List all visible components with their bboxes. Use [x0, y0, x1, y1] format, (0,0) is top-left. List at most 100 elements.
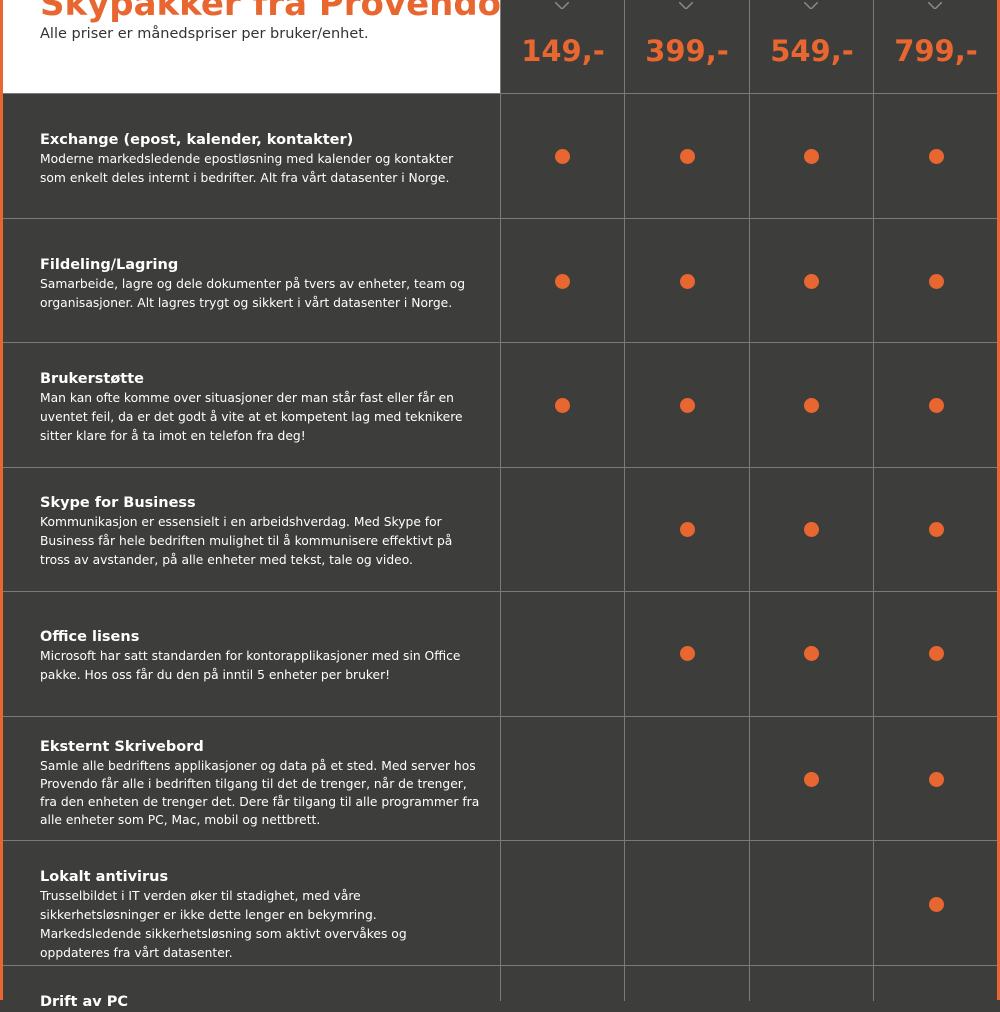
header-panel: Skypakker fra Provendo Alle priser er må… — [3, 0, 502, 93]
column-divider — [749, 592, 750, 716]
notch-icon — [928, 2, 942, 9]
feature-description: Trusselbildet i IT verden øker til stadi… — [40, 889, 407, 960]
column-divider — [749, 717, 750, 841]
column-divider — [873, 343, 874, 467]
feature-description: Kommunikasjon er essensielt i en arbeids… — [40, 515, 453, 567]
included-dot-icon — [929, 398, 944, 413]
included-dot-icon — [555, 398, 570, 413]
column-divider — [873, 841, 874, 965]
column-divider — [624, 343, 625, 467]
column-divider — [500, 468, 501, 592]
included-dot-icon — [804, 522, 819, 537]
included-dot-icon — [929, 897, 944, 912]
feature-text: Office lisens Microsoft har satt standar… — [40, 627, 480, 685]
page-title: Skypakker fra Provendo — [40, 0, 502, 24]
column-divider — [873, 468, 874, 592]
column-divider — [624, 94, 625, 218]
feature-row-skype: Skype for Business Kommunikasjon er esse… — [3, 467, 997, 592]
column-divider — [624, 219, 625, 343]
column-divider — [873, 592, 874, 716]
column-divider — [624, 841, 625, 965]
column-divider — [749, 841, 750, 965]
price-label: 399,- — [645, 34, 729, 68]
price-label: 149,- — [521, 34, 605, 68]
price-label: 799,- — [894, 34, 978, 68]
column-divider — [500, 94, 501, 218]
feature-row-fildeling: Fildeling/Lagring Samarbeide, lagre og d… — [3, 218, 997, 343]
feature-row-skrivebord: Eksternt Skrivebord Samle alle bedriften… — [3, 716, 997, 841]
included-dot-icon — [929, 274, 944, 289]
column-divider — [873, 966, 874, 1001]
column-divider — [749, 468, 750, 592]
column-divider — [749, 219, 750, 343]
column-divider — [624, 717, 625, 841]
column-divider — [624, 966, 625, 1001]
included-dot-icon — [680, 646, 695, 661]
feature-title: Drift av PC — [40, 994, 128, 1010]
column-divider — [500, 841, 501, 965]
included-dot-icon — [680, 398, 695, 413]
included-dot-icon — [555, 274, 570, 289]
feature-row-drift-pc: Drift av PC — [3, 965, 997, 1010]
included-dot-icon — [929, 646, 944, 661]
feature-description: Samarbeide, lagre og dele dokumenter på … — [40, 277, 466, 310]
page-subtitle: Alle priser er månedspriser per bruker/e… — [40, 26, 369, 42]
column-divider — [749, 343, 750, 467]
column-divider — [873, 717, 874, 841]
included-dot-icon — [929, 772, 944, 787]
column-divider — [624, 468, 625, 592]
feature-title: Lokalt antivirus — [40, 869, 169, 885]
feature-text: Eksternt Skrivebord Samle alle bedriften… — [40, 737, 480, 829]
column-divider — [624, 592, 625, 716]
feature-text: Drift av PC — [40, 992, 480, 1012]
feature-title: Brukerstøtte — [40, 371, 144, 387]
feature-text: Skype for Business Kommunikasjon er esse… — [40, 493, 480, 570]
feature-text: Lokalt antivirus Trusselbildet i IT verd… — [40, 867, 480, 963]
price-label: 549,- — [770, 34, 854, 68]
included-dot-icon — [680, 274, 695, 289]
feature-row-antivirus: Lokalt antivirus Trusselbildet i IT verd… — [3, 840, 997, 965]
feature-title: Fildeling/Lagring — [40, 257, 179, 273]
price-column-4: 799,- — [873, 0, 997, 93]
included-dot-icon — [929, 149, 944, 164]
price-column-2: 399,- — [624, 0, 748, 93]
feature-text: Brukerstøtte Man kan ofte komme over sit… — [40, 369, 480, 446]
column-divider — [873, 219, 874, 343]
feature-row-exchange: Exchange (epost, kalender, kontakter) Mo… — [3, 93, 997, 218]
column-divider — [873, 94, 874, 218]
included-dot-icon — [555, 149, 570, 164]
feature-text: Fildeling/Lagring Samarbeide, lagre og d… — [40, 255, 480, 313]
notch-icon — [679, 2, 693, 9]
column-divider — [500, 966, 501, 1001]
column-divider — [749, 94, 750, 218]
included-dot-icon — [804, 398, 819, 413]
column-divider — [749, 966, 750, 1001]
price-column-1: 149,- — [500, 0, 624, 93]
column-divider — [500, 717, 501, 841]
feature-description: Man kan ofte komme over situasjoner der … — [40, 391, 463, 443]
feature-text: Exchange (epost, kalender, kontakter) Mo… — [40, 130, 480, 188]
feature-title: Office lisens — [40, 629, 140, 645]
feature-title: Exchange (epost, kalender, kontakter) — [40, 132, 354, 148]
feature-row-office: Office lisens Microsoft har satt standar… — [3, 591, 997, 716]
column-divider — [500, 343, 501, 467]
included-dot-icon — [680, 522, 695, 537]
included-dot-icon — [804, 274, 819, 289]
notch-icon — [804, 2, 818, 9]
included-dot-icon — [804, 149, 819, 164]
feature-title: Eksternt Skrivebord — [40, 739, 204, 755]
column-divider — [500, 592, 501, 716]
feature-row-brukerstotte: Brukerstøtte Man kan ofte komme over sit… — [3, 342, 997, 467]
feature-title: Skype for Business — [40, 495, 196, 511]
column-divider — [500, 219, 501, 343]
feature-description: Samle alle bedriftens applikasjoner og d… — [40, 759, 480, 827]
notch-icon — [555, 2, 569, 9]
included-dot-icon — [804, 772, 819, 787]
feature-description: Moderne markedsledende epostløsning med … — [40, 152, 454, 185]
price-column-3: 549,- — [749, 0, 873, 93]
included-dot-icon — [929, 522, 944, 537]
included-dot-icon — [804, 646, 819, 661]
included-dot-icon — [680, 149, 695, 164]
feature-description: Microsoft har satt standarden for kontor… — [40, 649, 461, 682]
